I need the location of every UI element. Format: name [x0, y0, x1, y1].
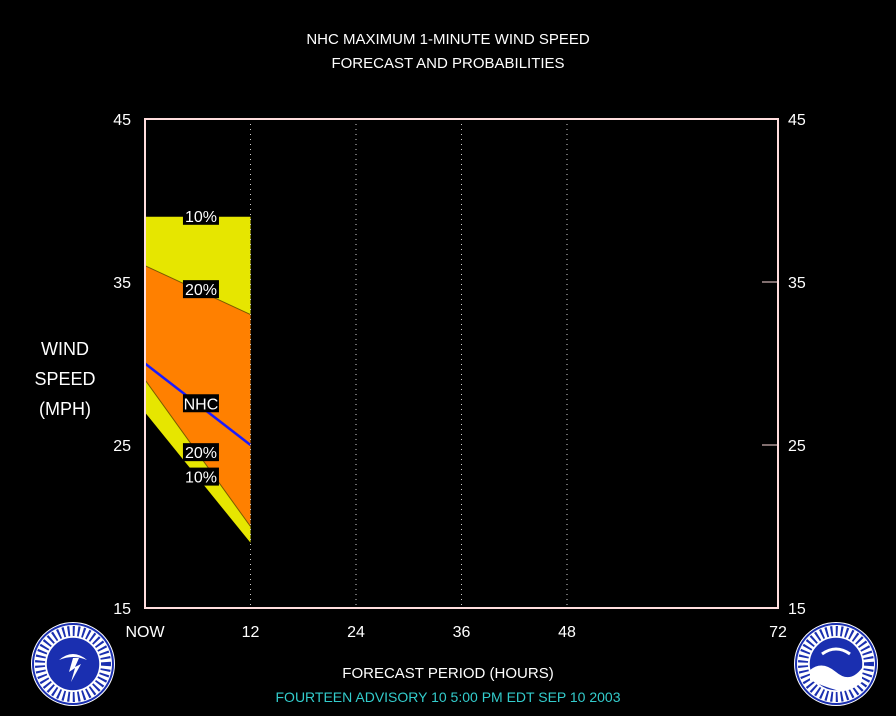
y-axis-label-line-1: WIND — [41, 339, 89, 359]
y-tick-label-left-35: 35 — [113, 275, 131, 292]
y-tick-label-left-45: 45 — [113, 112, 131, 129]
probability-bands — [144, 216, 252, 543]
plot-frame — [144, 118, 779, 609]
annotation-label-2: NHC — [184, 396, 219, 413]
y-tick-label-left-15: 15 — [113, 601, 131, 618]
chart-title: NHC MAXIMUM 1-MINUTE WIND SPEED — [306, 31, 590, 48]
annotation-label-4: 10% — [185, 470, 217, 487]
grid-lines — [250, 119, 568, 608]
nws-logo — [31, 622, 115, 706]
tick-labels: 15 15 25 25 35 35 45 45 NOW 12 24 36 48 72 — [113, 112, 806, 641]
noaa-logo — [794, 622, 878, 706]
band-annotations: 10% 20% NHC 20% 10% — [182, 206, 219, 487]
y-tick-label-left-25: 25 — [113, 438, 131, 455]
annotation-box-3 — [182, 443, 219, 462]
annotation-box-1 — [182, 280, 219, 299]
advisory-footer: FOURTEEN ADVISORY 10 5:00 PM EDT SEP 10 … — [275, 689, 621, 705]
x-tick-label-NOW: NOW — [125, 624, 165, 641]
x-tick-label-12: 12 — [242, 624, 260, 641]
y-tick-label-right-25: 25 — [788, 438, 806, 455]
chart-subtitle: FORECAST AND PROBABILITIES — [331, 55, 565, 72]
y-tick-label-right-15: 15 — [788, 601, 806, 618]
x-tick-label-48: 48 — [558, 624, 576, 641]
y-axis-label-line-3: (MPH) — [39, 399, 91, 419]
annotation-box-0 — [182, 206, 219, 225]
y-tick-label-right-35: 35 — [788, 275, 806, 292]
x-tick-label-72: 72 — [769, 624, 787, 641]
annotation-label-0: 10% — [185, 209, 217, 226]
axis-ticks — [762, 118, 778, 609]
y-tick-label-right-45: 45 — [788, 112, 806, 129]
annotation-box-2 — [182, 394, 219, 413]
annotation-box-4 — [182, 467, 219, 486]
x-axis-label: FORECAST PERIOD (HOURS) — [342, 665, 554, 682]
x-tick-label-36: 36 — [453, 624, 471, 641]
y-axis-label-line-2: SPEED — [34, 369, 96, 389]
annotation-label-3: 20% — [185, 445, 217, 462]
annotation-label-1: 20% — [185, 282, 217, 299]
x-tick-label-24: 24 — [347, 624, 365, 641]
